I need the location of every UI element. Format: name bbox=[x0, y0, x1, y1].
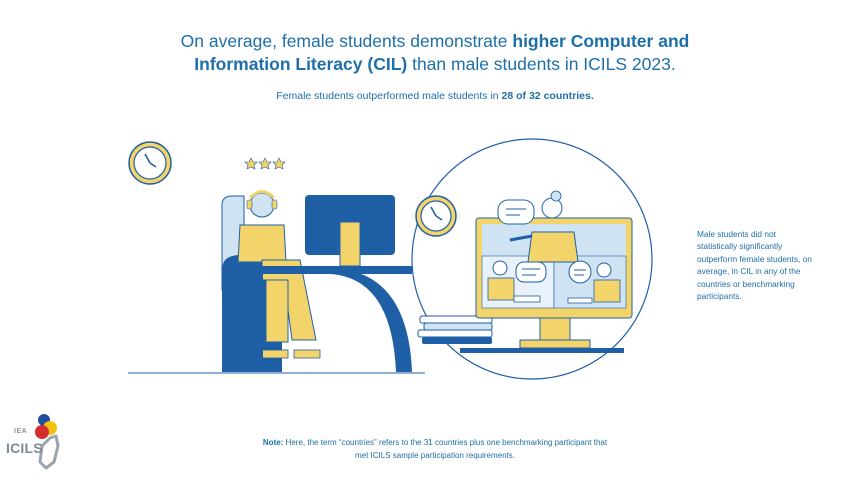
footnote-line2: met ICILS sample participation requireme… bbox=[354, 450, 516, 460]
footnote-line1: Here, the term “countries” refers to the… bbox=[283, 438, 608, 447]
student-tile-right bbox=[567, 262, 621, 304]
logo-org: IEA bbox=[14, 428, 28, 435]
footnote: Note: Here, the term “countries” refers … bbox=[0, 437, 860, 462]
subheadline-bold: 28 of 32 countries. bbox=[501, 90, 594, 102]
books-icon bbox=[417, 315, 493, 344]
subheadline: Female students outperformed male studen… bbox=[0, 90, 860, 102]
icils-logo bbox=[35, 414, 60, 470]
speech-bubble-icon bbox=[568, 260, 592, 284]
speech-bubble-icon bbox=[515, 261, 547, 283]
female-student bbox=[237, 190, 321, 359]
side-note: Male students did not statistically sign… bbox=[697, 229, 812, 302]
logo-brand: ICILS bbox=[6, 440, 43, 456]
subheadline-prefix: Female students outperformed male studen… bbox=[276, 90, 502, 102]
headline-line2-bold: Information Literacy (CIL) bbox=[194, 54, 408, 74]
headline-line2-suffix: than male students in ICILS 2023. bbox=[407, 54, 676, 74]
headline-line1-bold: higher Computer and bbox=[512, 31, 690, 51]
clock-icon bbox=[415, 195, 457, 237]
clock-icon bbox=[128, 141, 172, 185]
speech-bubble-icon bbox=[497, 199, 535, 225]
monitor-icon bbox=[305, 195, 395, 267]
star-icon bbox=[244, 157, 286, 170]
footnote-label: Note: bbox=[262, 438, 284, 447]
headline-line1-prefix: On average, female students demonstrate bbox=[180, 31, 513, 51]
student-tile-left bbox=[487, 260, 541, 303]
teacher bbox=[509, 190, 579, 263]
desk bbox=[261, 266, 412, 372]
headline: On average, female students demonstrate … bbox=[0, 30, 860, 76]
